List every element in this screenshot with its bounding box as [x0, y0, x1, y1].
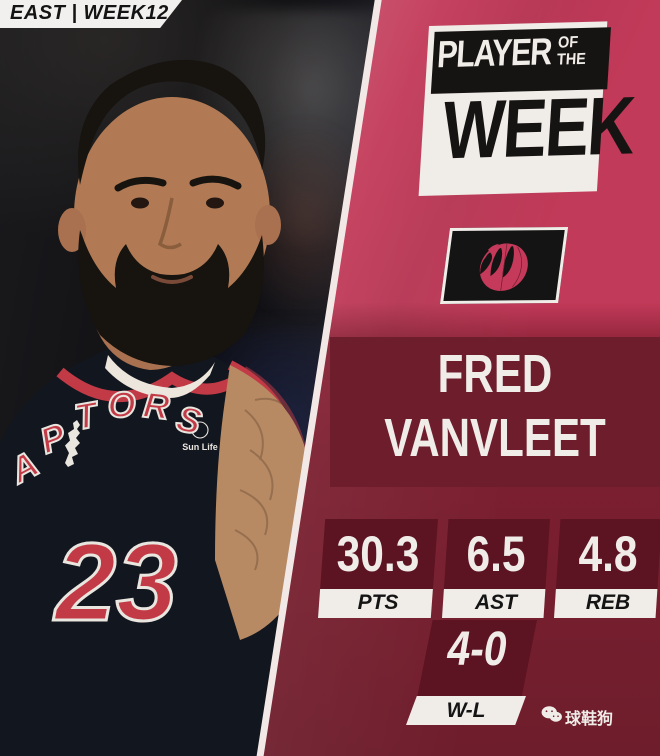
svg-text:O: O — [107, 384, 136, 426]
svg-text:R: R — [141, 384, 171, 427]
svg-text:Sun Life: Sun Life — [182, 442, 218, 452]
svg-text:23: 23 — [53, 521, 177, 644]
